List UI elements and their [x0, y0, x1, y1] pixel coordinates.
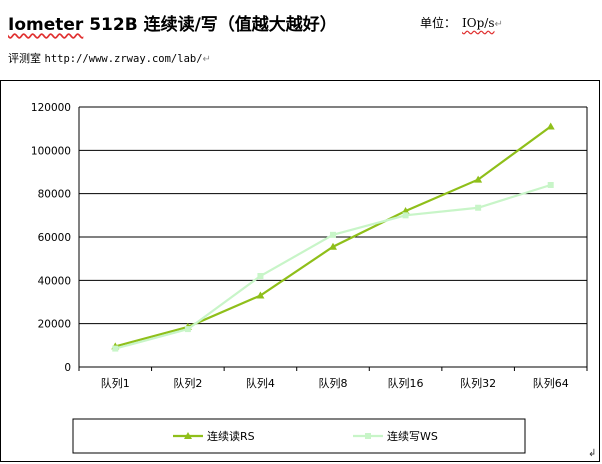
data-point — [329, 242, 337, 250]
data-point — [474, 175, 483, 183]
series-layer — [111, 122, 555, 352]
source-url[interactable]: http://www.zrway.com/lab/ — [44, 53, 203, 65]
title-prefix: Iometer — [8, 15, 84, 35]
unit-line: 单位： IOp/s↵ — [420, 14, 503, 31]
y-tick-label: 60000 — [38, 232, 71, 244]
legend-layer: 连续读RS 连续写WS — [72, 418, 526, 454]
paragraph-mark-icon: ↵ — [494, 19, 503, 30]
data-point — [401, 207, 410, 214]
legend-label: 连续写WS — [387, 429, 438, 443]
line-chart: 0 20000 40000 60000 80000 100000 120000 队列1 队列2 队… — [31, 102, 588, 454]
x-tick-label: 队列8 — [319, 376, 348, 390]
paragraph-mark-icon: ↵ — [202, 54, 211, 65]
unit-label: 单位： — [420, 16, 457, 30]
legend-label: 连续读RS — [207, 429, 255, 443]
x-tick-label: 队列32 — [460, 376, 496, 390]
x-tick-label: 队列16 — [388, 376, 424, 390]
y-tick-label: 20000 — [38, 319, 71, 331]
grid-layer — [79, 106, 587, 368]
source-label: 评测室 — [8, 52, 41, 65]
data-point — [547, 182, 554, 188]
title-rest: 512B 连续读/写（值越大越好） — [83, 15, 337, 35]
page-title: Iometer 512B 连续读/写（值越大越好） — [8, 15, 337, 35]
data-point — [330, 231, 336, 238]
x-tick-label: 队列4 — [246, 376, 275, 390]
axis-layer: 0 20000 40000 60000 80000 100000 120000 队列1 队列2 队… — [31, 102, 588, 390]
y-tick-label: 80000 — [38, 189, 71, 201]
cursor-icon: ↲ — [588, 448, 597, 459]
chart-frame: 0 20000 40000 60000 80000 100000 120000 队列1 队列2 队… — [0, 80, 600, 462]
y-tick-label: 100000 — [31, 145, 71, 157]
data-point — [402, 212, 409, 219]
data-point — [257, 273, 264, 279]
legend-box — [72, 418, 526, 454]
title-line: Iometer 512B 连续读/写（值越大越好） — [8, 10, 337, 35]
source-line: 评测室 http://www.zrway.com/lab/↵ — [8, 50, 211, 66]
data-point — [475, 204, 482, 211]
x-tick-label: 队列1 — [101, 376, 130, 390]
y-tick-label: 40000 — [38, 275, 71, 287]
legend-marker — [365, 433, 371, 439]
y-tick-label: 120000 — [31, 102, 71, 114]
x-tick-label: 队列64 — [533, 376, 569, 390]
data-point — [184, 326, 191, 333]
x-tick-label: 队列2 — [173, 376, 202, 390]
data-point — [546, 122, 555, 130]
y-tick-label: 0 — [64, 362, 71, 374]
legend-marker — [184, 432, 192, 439]
data-point — [112, 345, 119, 352]
unit-value: IOp/s — [462, 16, 495, 30]
data-point — [256, 291, 265, 299]
